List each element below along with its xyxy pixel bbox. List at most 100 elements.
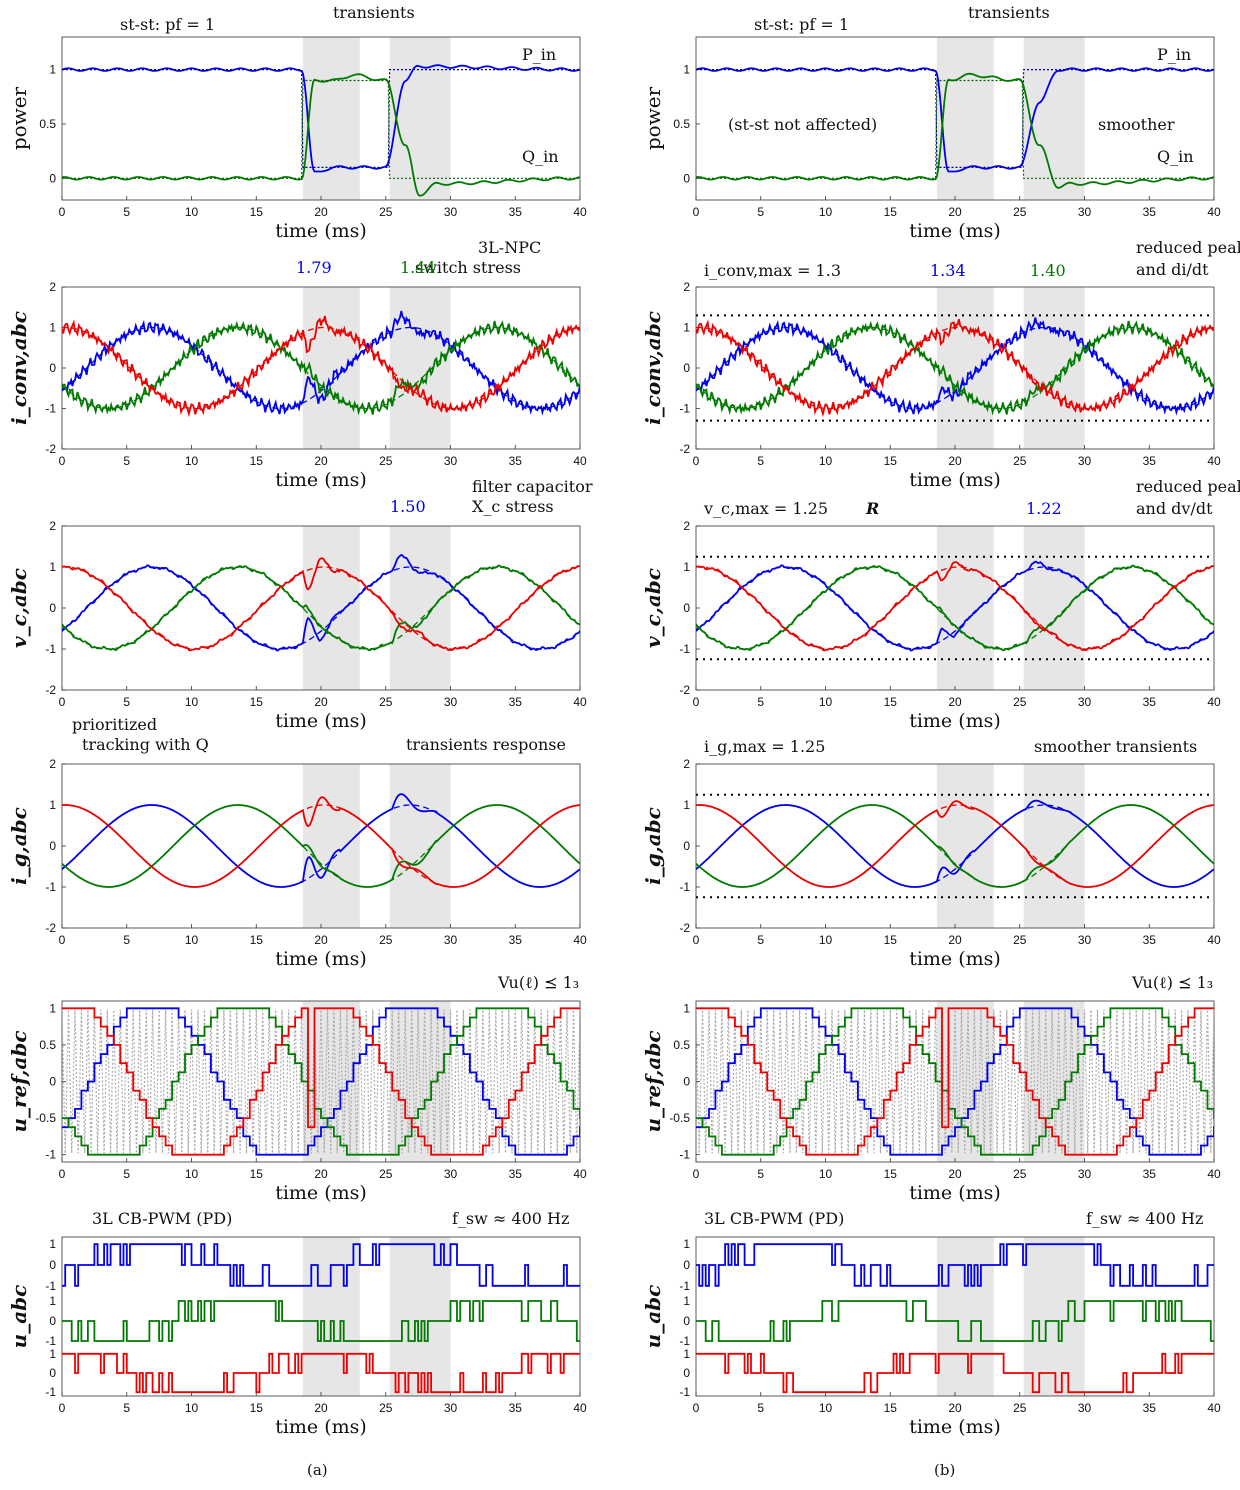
b-vc-note2: and dv/dt xyxy=(1136,499,1213,518)
a-uref-xtick-label: 5 xyxy=(123,1167,130,1181)
a-iconv-xtick-label: 30 xyxy=(444,454,458,468)
b-power-ytick-label: 0.5 xyxy=(673,117,690,131)
a-ig-ref-c xyxy=(62,804,580,888)
a-uabc-phase-1 xyxy=(62,1300,580,1342)
a-vc-xtick-label: 15 xyxy=(250,695,264,709)
b-iconv-phase-b xyxy=(696,320,1214,416)
b-uabc-ytick-label: 0 xyxy=(683,1258,690,1272)
b-uabc-xlabel: time (ms) xyxy=(909,1416,1001,1438)
b-power-ytick-label: 0 xyxy=(683,171,690,185)
a-vc-ytick-label: -1 xyxy=(45,642,56,656)
a-stst-label: st-st: pf = 1 xyxy=(120,15,215,34)
b-vc-xlabel: time (ms) xyxy=(909,710,1001,732)
b-iconv-peak-blue: 1.34 xyxy=(930,261,966,280)
a-iconv-phase-a xyxy=(62,310,580,416)
b-ig-xtick-label: 20 xyxy=(948,933,962,947)
a-iconv-ytick-label: -1 xyxy=(45,402,56,416)
b-power-ref-0 xyxy=(696,69,1214,168)
b-iconv-ref-c xyxy=(696,326,1214,410)
b-vc-shade-0 xyxy=(936,526,994,690)
b-ig-ytick-label: 1 xyxy=(683,798,690,812)
a-uref-phase-c xyxy=(62,1007,580,1156)
b-iconv-phase-c xyxy=(696,318,1214,418)
b-power-ylabel: power xyxy=(641,86,665,150)
a-uabc-phase-2 xyxy=(62,1352,580,1394)
b-vc-xtick-label: 10 xyxy=(819,695,833,709)
a-power-xtick-label: 0 xyxy=(59,205,66,219)
b-vc-peak-blue: 1.22 xyxy=(1026,499,1062,518)
a-vc-peak-blue: 1.50 xyxy=(390,497,426,516)
b-uabc-xtick-label: 0 xyxy=(693,1401,700,1415)
b-iconv-note2: and di/dt xyxy=(1136,260,1209,279)
a-uabc-ytick-label: -1 xyxy=(45,1385,56,1399)
b-transients-label: transients xyxy=(968,3,1050,22)
a-ig-series xyxy=(62,793,580,888)
b-iconv-phase-a xyxy=(696,317,1214,416)
a-ig-note-left1: prioritized xyxy=(72,715,157,734)
b-ig-limit: i_g,max = 1.25 xyxy=(704,737,825,756)
b-uref-carrier xyxy=(696,1009,1214,1154)
b-iconv-note1: reduced peak xyxy=(1136,238,1240,257)
b-uref-xtick-label: 10 xyxy=(819,1167,833,1181)
b-iconv-ref-a xyxy=(696,326,1214,410)
a-uref-xtick-label: 0 xyxy=(59,1167,66,1181)
b-vc-R: R xyxy=(865,499,879,518)
b-iconv-ytick-label: 2 xyxy=(683,280,690,294)
labels: st-st: pf = 1 transients P_in Q_in 3L-NP… xyxy=(72,3,1240,1479)
a-power-ytick-label: 1 xyxy=(49,63,56,77)
a-uref-phase-b xyxy=(62,1007,580,1156)
a-power-xtick-label: 30 xyxy=(444,205,458,219)
b-ig-xtick-label: 5 xyxy=(757,933,764,947)
b-uabc-series xyxy=(696,1243,1214,1394)
a-uabc-xtick-label: 10 xyxy=(185,1401,199,1415)
b-uabc-xtick-label: 40 xyxy=(1207,1401,1221,1415)
b-uref-xtick-label: 20 xyxy=(948,1167,962,1181)
a-uref-xtick-label: 25 xyxy=(379,1167,393,1181)
b-vc-ref-b xyxy=(696,566,1214,650)
a-uabc-shade-0 xyxy=(302,1237,360,1396)
a-vc-xtick-label: 40 xyxy=(573,695,587,709)
b-iconv-xtick-label: 25 xyxy=(1013,454,1027,468)
b-uref-xtick-label: 15 xyxy=(884,1167,898,1181)
b-power-series xyxy=(696,67,1214,189)
b-vc-ref-c xyxy=(696,566,1214,650)
b-fsw-label: f_sw ≈ 400 Hz xyxy=(1086,1209,1203,1228)
a-iconv-peak-blue: 1.79 xyxy=(296,258,332,277)
b-vc-ytick-label: -1 xyxy=(679,642,690,656)
b-vc-xtick-label: 30 xyxy=(1078,695,1092,709)
a-uref-xlabel: time (ms) xyxy=(275,1182,367,1204)
a-uref-ytick-label: 1 xyxy=(49,1001,56,1015)
b-ig-xtick-label: 25 xyxy=(1013,933,1027,947)
b-ig-ylabel: i_g,abc xyxy=(641,807,665,885)
b-stst-label: st-st: pf = 1 xyxy=(754,15,849,34)
b-iconv-xtick-label: 10 xyxy=(819,454,833,468)
b-ig-ytick-label: 2 xyxy=(683,757,690,771)
b-uref-xtick-label: 5 xyxy=(757,1167,764,1181)
a-power-xtick-label: 40 xyxy=(573,205,587,219)
b-ig-xtick-label: 40 xyxy=(1207,933,1221,947)
a-iconv-xtick-label: 35 xyxy=(509,454,523,468)
b-power-xtick-label: 0 xyxy=(693,205,700,219)
a-uabc-xlabel: time (ms) xyxy=(275,1416,367,1438)
b-vc-ytick-label: -2 xyxy=(679,683,690,697)
a-iconv-peak-green: 1.44 xyxy=(400,258,436,277)
a-vc-ref-a xyxy=(62,566,580,650)
b-ig-phase-c xyxy=(696,800,1214,888)
b-power-xtick-label: 25 xyxy=(1013,205,1027,219)
a-iconv-xtick-label: 5 xyxy=(123,454,130,468)
a-uref-xtick-label: 10 xyxy=(185,1167,199,1181)
a-ig-xtick-label: 0 xyxy=(59,933,66,947)
b-ig-xtick-label: 15 xyxy=(884,933,898,947)
b-power-panel: 0 5 10 15 20 25 30 35 40 time (ms) 0 0.5 1 power xyxy=(641,36,1221,242)
a-uabc-ytick-label: 1 xyxy=(49,1237,56,1251)
a-pwm-label: 3L CB-PWM (PD) xyxy=(92,1209,232,1228)
a-iconv-ylabel: i_conv,abc xyxy=(7,311,31,425)
a-vc-ytick-label: 2 xyxy=(49,519,56,533)
a-vc-xtick-label: 35 xyxy=(509,695,523,709)
a-uabc-ytick-label: 0 xyxy=(49,1314,56,1328)
b-uabc-ytick-label: 1 xyxy=(683,1347,690,1361)
a-ig-xtick-label: 40 xyxy=(573,933,587,947)
b-iconv-xtick-label: 5 xyxy=(757,454,764,468)
a-uref-series xyxy=(62,1007,580,1156)
b-iconv-ytick-label: 1 xyxy=(683,321,690,335)
